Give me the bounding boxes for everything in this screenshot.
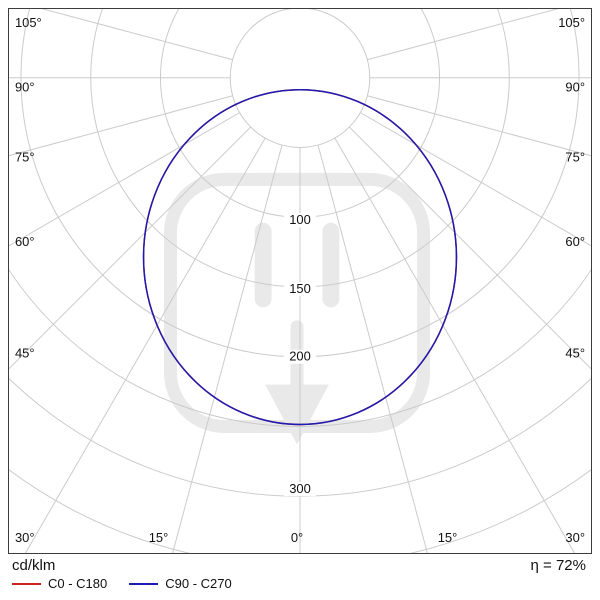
angle-label: 60° [565,234,585,249]
efficiency-label: η = 72% [530,557,586,574]
angle-label: 75° [15,149,35,164]
angle-labels: 105° 90° 75° 60° 45° 105° 90° 75° 60° 45° 30° 15° 0°… [15,15,585,545]
angle-label: 75° [565,149,585,164]
legend-left: cd/klm C0 - C180 C90 - C270 [12,557,232,591]
angle-label: 45° [15,346,35,361]
ring-label: 150 [289,281,311,296]
angle-label: 0° [291,530,303,545]
curve-C90-C270 [142,88,458,426]
legend-entry-label: C90 - C270 [165,576,232,591]
legend-entry-label: C0 - C180 [48,576,108,591]
angle-label: 15° [149,530,169,545]
ring-value-labels: 100 150 200 300 [284,212,316,496]
angle-label: 90° [565,80,585,95]
units-label: cd/klm [12,557,56,574]
ring-label: 300 [289,481,311,496]
legend-entry: C0 - C180 [12,576,107,591]
angle-label: 30° [15,530,35,545]
legend: cd/klm C0 - C180 C90 - C270 η = 72% [12,557,590,591]
angle-label: 60° [15,234,35,249]
angle-label: 90° [15,80,35,95]
ring-label: 200 [289,349,311,364]
angle-label: 30° [565,530,585,545]
angle-label: 45° [565,346,585,361]
polar-diagram-frame: 100 150 200 300 105° 90° 75° 60° 45° 105° 90° 75° 60… [8,8,592,554]
legend-entry: C90 - C270 [129,576,232,591]
ring-label: 100 [289,212,311,227]
legend-swatch [12,582,41,585]
polar-diagram: 100 150 200 300 105° 90° 75° 60° 45° 105° 90° 75° 60… [9,9,591,553]
angle-label: 15° [438,530,458,545]
angle-label: 105° [15,15,42,30]
legend-swatch [129,582,159,585]
angle-label: 105° [558,15,585,30]
legend-entries: C0 - C180 C90 - C270 [12,576,232,591]
